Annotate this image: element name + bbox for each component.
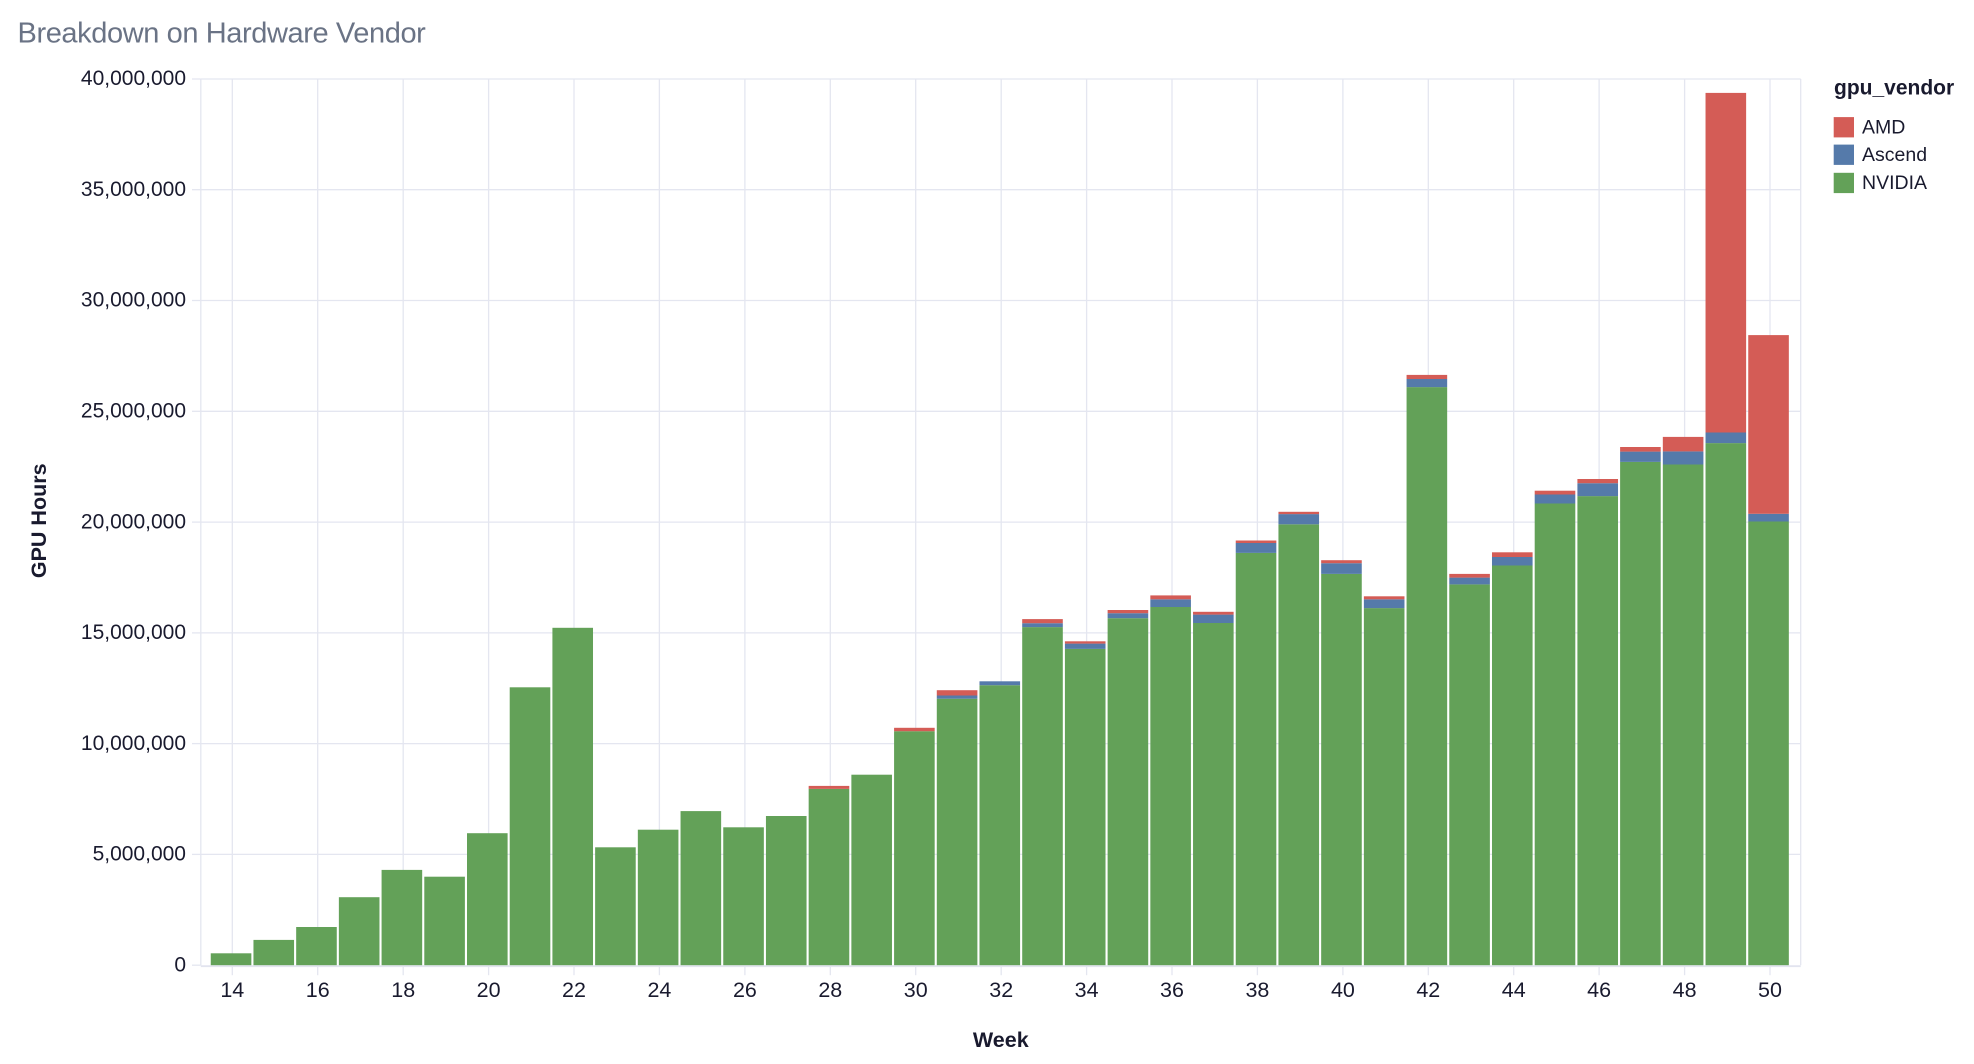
svg-text:36: 36 bbox=[1160, 978, 1184, 1002]
svg-text:15,000,000: 15,000,000 bbox=[81, 621, 186, 644]
svg-text:24: 24 bbox=[647, 978, 671, 1002]
svg-text:AMD: AMD bbox=[1862, 116, 1905, 138]
svg-text:10,000,000: 10,000,000 bbox=[81, 732, 186, 755]
svg-text:30,000,000: 30,000,000 bbox=[81, 289, 186, 312]
svg-text:Breakdown on Hardware Vendor: Breakdown on Hardware Vendor bbox=[18, 18, 427, 50]
svg-text:gpu_vendor: gpu_vendor bbox=[1834, 77, 1954, 100]
svg-text:42: 42 bbox=[1416, 978, 1440, 1002]
svg-text:40: 40 bbox=[1331, 978, 1355, 1002]
svg-text:40,000,000: 40,000,000 bbox=[81, 67, 186, 90]
svg-text:30: 30 bbox=[904, 978, 928, 1002]
svg-text:32: 32 bbox=[989, 978, 1013, 1002]
svg-text:25,000,000: 25,000,000 bbox=[81, 400, 186, 423]
svg-text:35,000,000: 35,000,000 bbox=[81, 178, 186, 201]
svg-text:16: 16 bbox=[306, 978, 330, 1002]
svg-text:20: 20 bbox=[477, 978, 501, 1002]
svg-text:5,000,000: 5,000,000 bbox=[93, 843, 186, 866]
svg-text:38: 38 bbox=[1245, 978, 1269, 1002]
svg-text:28: 28 bbox=[818, 978, 842, 1002]
svg-text:0: 0 bbox=[174, 953, 186, 976]
svg-text:Ascend: Ascend bbox=[1862, 144, 1927, 166]
svg-text:46: 46 bbox=[1587, 978, 1611, 1002]
svg-text:Week: Week bbox=[973, 1028, 1029, 1052]
svg-text:22: 22 bbox=[562, 978, 586, 1002]
svg-text:NVIDIA: NVIDIA bbox=[1862, 172, 1927, 194]
svg-text:50: 50 bbox=[1758, 978, 1782, 1002]
svg-text:20,000,000: 20,000,000 bbox=[81, 510, 186, 533]
svg-text:48: 48 bbox=[1673, 978, 1697, 1002]
svg-text:26: 26 bbox=[733, 978, 757, 1002]
svg-text:GPU Hours: GPU Hours bbox=[27, 463, 51, 578]
svg-text:18: 18 bbox=[391, 978, 415, 1002]
svg-text:34: 34 bbox=[1075, 978, 1099, 1002]
svg-text:44: 44 bbox=[1502, 978, 1526, 1002]
svg-text:14: 14 bbox=[220, 978, 244, 1002]
